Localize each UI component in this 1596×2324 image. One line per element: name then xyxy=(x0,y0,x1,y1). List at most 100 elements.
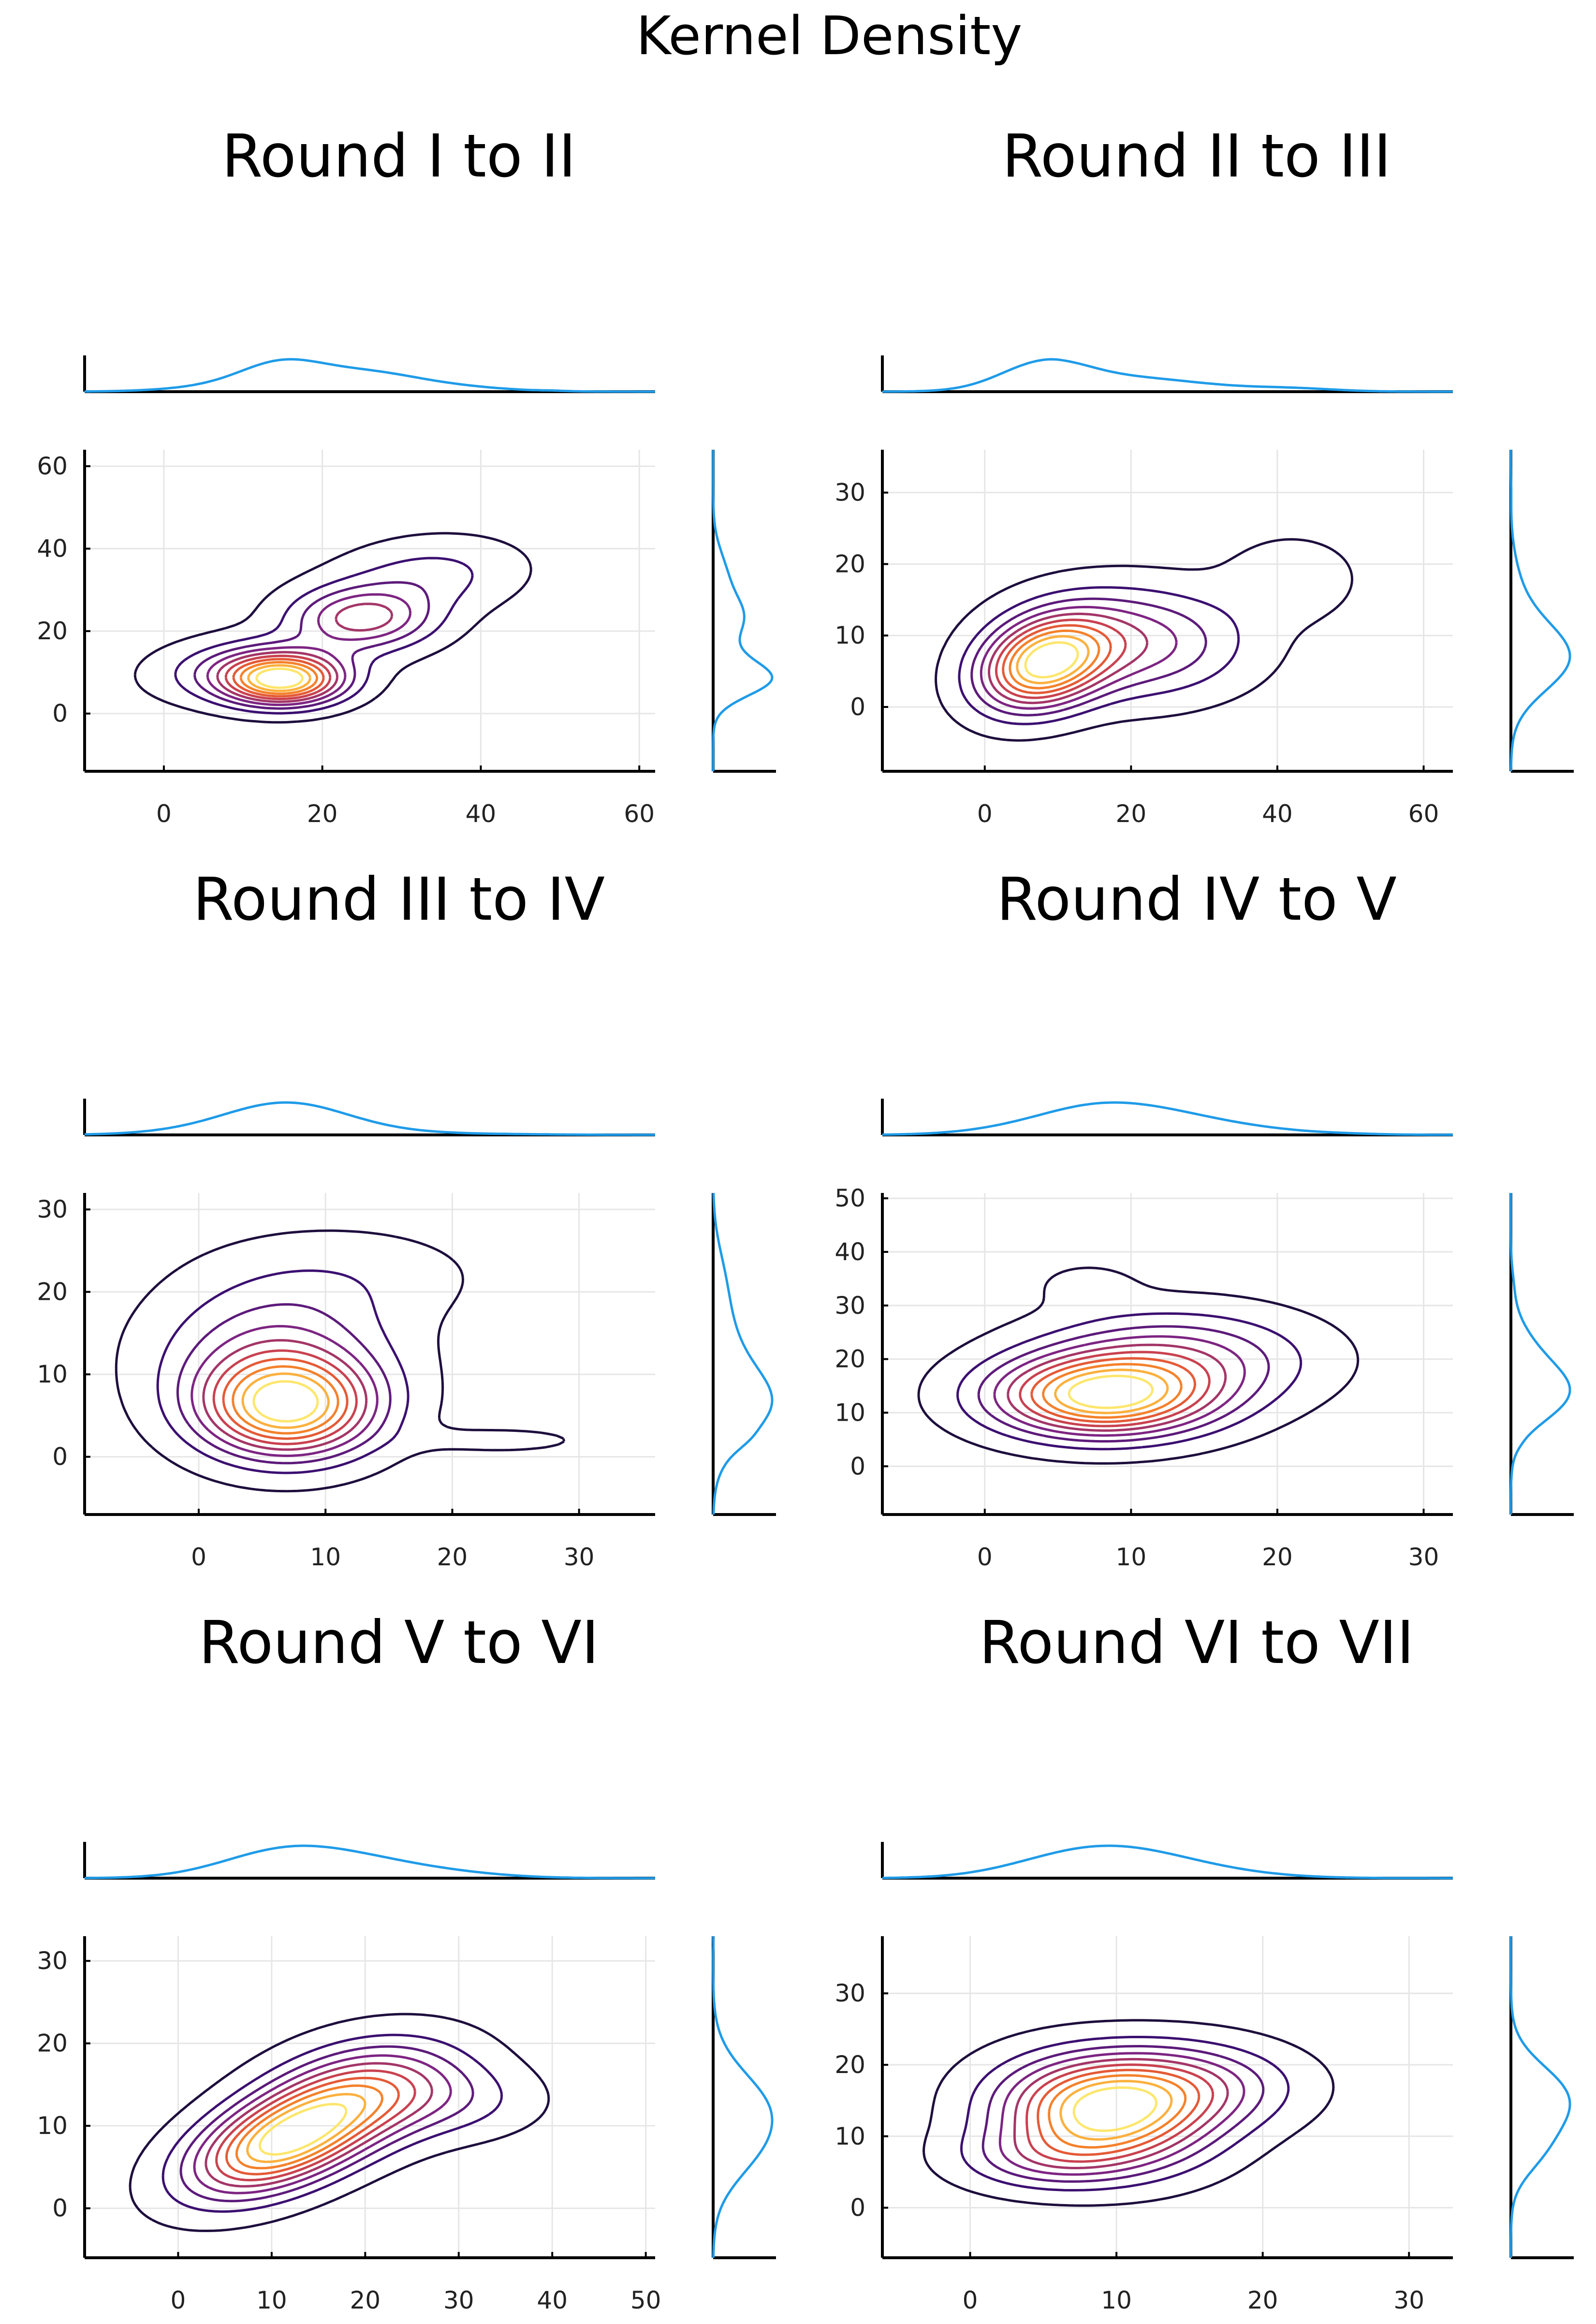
y-tick-label: 0 xyxy=(52,1443,68,1471)
x-tick-label: 60 xyxy=(624,800,655,828)
x-tick-label: 60 xyxy=(1408,800,1439,828)
panel-title: Round III to IV xyxy=(193,865,605,934)
top-marginal-density-curve xyxy=(85,358,655,393)
contour-level-10 xyxy=(1024,641,1079,679)
contour-level-1 xyxy=(917,1266,1360,1465)
contour-level-6 xyxy=(1025,2063,1215,2163)
y-tick-label: 20 xyxy=(37,2030,68,2058)
right-marginal-density-curve xyxy=(712,1192,774,1515)
x-tick-label: 50 xyxy=(630,2286,661,2314)
panel-title: Round VI to VII xyxy=(979,1608,1414,1677)
top-marginal-density-curve xyxy=(882,1844,1453,1880)
contour-level-4 xyxy=(206,593,412,706)
contour-level-8 xyxy=(235,2084,383,2170)
x-tick-label: 30 xyxy=(564,1543,595,1571)
contour-level-1 xyxy=(935,538,1353,742)
y-tick-label: 40 xyxy=(37,535,68,563)
contour-level-5 xyxy=(216,603,394,703)
contour-level-7 xyxy=(232,658,325,698)
contour-level-9 xyxy=(1059,2080,1173,2141)
y-tick-label: 10 xyxy=(835,2122,865,2150)
contour-level-5 xyxy=(205,2062,433,2188)
contour-level-3 xyxy=(193,581,430,710)
right-marginal-density-curve xyxy=(1509,1193,1571,1515)
contour-level-1 xyxy=(115,1229,566,1493)
contour-group xyxy=(935,538,1353,742)
contour-level-1 xyxy=(129,2013,550,2232)
contour-level-4 xyxy=(193,2054,452,2194)
right-marginal-density-curve xyxy=(1509,1936,1571,2258)
y-tick-label: 20 xyxy=(835,550,865,578)
y-tick-label: 0 xyxy=(850,693,865,721)
contour-level-3 xyxy=(176,1303,392,1465)
panel-title: Round V to VI xyxy=(199,1608,599,1677)
y-tick-label: 20 xyxy=(835,2051,865,2079)
y-tick-label: 0 xyxy=(52,700,68,728)
y-tick-label: 50 xyxy=(835,1184,865,1212)
x-tick-label: 10 xyxy=(1116,1543,1147,1571)
panel-1: Round I to II 0 20 40 60 0 20 40 60 xyxy=(37,122,776,828)
top-marginal-density-curve xyxy=(84,1101,655,1136)
right-marginal-density-curve xyxy=(1509,450,1571,772)
contour-level-7 xyxy=(1030,1357,1196,1423)
y-tick-label: 20 xyxy=(37,1278,68,1306)
x-tick-label: 0 xyxy=(171,2286,186,2314)
contour-level-5 xyxy=(1013,2058,1229,2169)
x-tick-label: 0 xyxy=(977,1543,993,1571)
panel-2: Round II to III 0 20 40 60 0 10 20 30 xyxy=(835,122,1574,828)
top-marginal-density-curve xyxy=(85,1844,655,1880)
x-tick-label: 0 xyxy=(963,2286,978,2314)
contour-level-10 xyxy=(1072,2086,1158,2132)
right-marginal-density-curve xyxy=(712,450,774,771)
x-tick-label: 40 xyxy=(1262,800,1293,828)
contour-level-7 xyxy=(222,1357,349,1440)
contour-level-5 xyxy=(1007,1343,1227,1432)
x-tick-label: 30 xyxy=(1393,2286,1424,2314)
contour-level-10 xyxy=(1068,1374,1154,1409)
contour-level-9 xyxy=(1054,1368,1169,1414)
panel-6: Round VI to VII 0 10 20 30 0 10 20 30 xyxy=(835,1608,1574,2314)
y-tick-label: 20 xyxy=(37,617,68,645)
x-tick-label: 20 xyxy=(1262,1543,1293,1571)
panel-4: Round IV to V 0 10 20 30 0 10 20 30 40 50 xyxy=(835,865,1574,1571)
figure-title: Kernel Density xyxy=(636,5,1023,67)
y-tick-label: 40 xyxy=(835,1238,865,1266)
x-tick-label: 0 xyxy=(156,800,172,828)
y-tick-label: 10 xyxy=(37,1360,68,1388)
y-tick-label: 0 xyxy=(850,1452,865,1480)
y-tick-label: 0 xyxy=(52,2194,68,2222)
contour-level-2 xyxy=(174,557,474,715)
contour-level-10 xyxy=(258,2103,348,2156)
contour-level-8 xyxy=(1009,629,1100,690)
contour-level-1 xyxy=(133,532,532,724)
contour-group xyxy=(129,2013,550,2232)
y-tick-label: 10 xyxy=(835,1398,865,1427)
x-tick-label: 20 xyxy=(1116,800,1147,828)
contour-level-10 xyxy=(252,1380,319,1423)
contour-group xyxy=(917,1266,1360,1465)
contour-level-2 xyxy=(161,2033,503,2213)
y-tick-label: 10 xyxy=(835,621,865,649)
x-tick-label: 30 xyxy=(443,2286,474,2314)
x-tick-label: 20 xyxy=(437,1543,468,1571)
contour-level-6 xyxy=(212,1349,358,1445)
x-tick-label: 0 xyxy=(191,1543,206,1571)
x-tick-label: 20 xyxy=(350,2286,381,2314)
contour-level-3 xyxy=(981,2045,1265,2183)
y-tick-label: 30 xyxy=(835,479,865,507)
contour-group xyxy=(115,1229,566,1493)
y-tick-label: 30 xyxy=(835,1292,865,1320)
contour-level-2 xyxy=(960,2036,1290,2192)
x-tick-label: 0 xyxy=(977,800,993,828)
contour-level-2 xyxy=(956,1312,1303,1451)
top-marginal-density-curve xyxy=(882,1101,1453,1136)
contour-level-3 xyxy=(977,1325,1270,1443)
x-tick-label: 40 xyxy=(466,800,497,828)
x-tick-label: 40 xyxy=(537,2286,568,2314)
right-marginal-density-curve xyxy=(712,1936,774,2258)
panel-title: Round II to III xyxy=(1002,122,1391,191)
y-tick-label: 10 xyxy=(37,2112,68,2140)
contour-level-4 xyxy=(998,2052,1245,2176)
